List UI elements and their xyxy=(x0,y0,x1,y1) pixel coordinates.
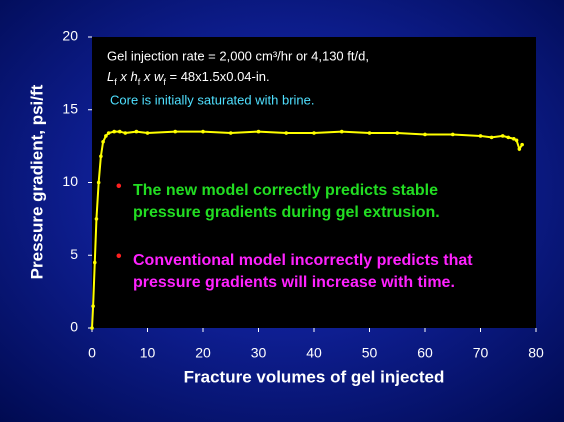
data-point xyxy=(256,129,261,134)
data-point xyxy=(104,134,108,138)
data-point xyxy=(395,131,400,135)
data-point xyxy=(450,132,455,137)
data-point xyxy=(117,129,122,134)
dimension-part: f xyxy=(138,77,141,87)
annotation-rate: Gel injection rate = 2,000 cm³/hr or 4,1… xyxy=(107,48,369,63)
dimension-part: x w xyxy=(140,69,165,84)
x-tick-label: 70 xyxy=(473,345,489,361)
dimension-part: f xyxy=(114,77,117,87)
x-tick-label: 80 xyxy=(528,345,544,361)
data-point xyxy=(91,304,95,308)
x-tick-label: 10 xyxy=(140,345,156,361)
data-point xyxy=(284,131,289,135)
x-tick-label: 60 xyxy=(417,345,433,361)
annotation-dimensions: Lf x hf x wf = 48x1.5x0.04-in. xyxy=(107,69,270,87)
x-axis-title: Fracture volumes of gel injected xyxy=(184,367,445,386)
y-tick-label: 20 xyxy=(62,28,78,44)
data-point xyxy=(423,132,427,137)
data-point xyxy=(339,129,344,134)
y-tick-label: 15 xyxy=(62,100,78,116)
data-point xyxy=(506,135,511,140)
bullet: • xyxy=(116,248,122,265)
data-point xyxy=(123,131,128,135)
data-point xyxy=(134,129,139,134)
annotation-new-model: The new model correctly predicts stable xyxy=(133,182,438,199)
data-point xyxy=(96,180,101,185)
data-point xyxy=(90,326,94,330)
bullet: • xyxy=(116,178,122,195)
data-point xyxy=(201,129,205,134)
data-point xyxy=(312,131,316,135)
x-tick-label: 40 xyxy=(306,345,322,361)
data-point xyxy=(489,135,494,140)
annotation-conventional-model: pressure gradients will increase with ti… xyxy=(133,274,455,291)
x-tick-label: 20 xyxy=(195,345,211,361)
plot-area xyxy=(92,37,536,328)
data-point xyxy=(145,131,150,135)
data-point xyxy=(367,131,372,135)
data-point xyxy=(512,137,516,141)
x-tick-label: 50 xyxy=(362,345,378,361)
y-tick-label: 0 xyxy=(70,319,78,335)
annotation-conventional-model: Conventional model incorrectly predicts … xyxy=(133,252,473,269)
data-point xyxy=(228,131,233,135)
dimension-part: L xyxy=(107,69,114,84)
data-point xyxy=(500,134,505,138)
data-point xyxy=(99,154,103,159)
data-point xyxy=(478,134,483,138)
data-point xyxy=(112,129,116,134)
dimension-part: x h xyxy=(117,69,138,84)
x-tick-label: 30 xyxy=(251,345,267,361)
y-tick-label: 5 xyxy=(70,246,78,262)
dimension-part: f xyxy=(163,77,166,87)
data-point xyxy=(514,138,519,143)
annotation-core: Core is initially saturated with brine. xyxy=(110,92,314,107)
y-axis-title: Pressure gradient, psi/ft xyxy=(27,84,46,279)
data-point xyxy=(173,129,178,134)
data-point xyxy=(92,260,97,265)
annotation-new-model: pressure gradients during gel extrusion. xyxy=(133,204,440,221)
data-point xyxy=(106,131,111,135)
dimension-part: = 48x1.5x0.04-in. xyxy=(166,69,270,84)
y-tick-label: 10 xyxy=(62,173,78,189)
x-tick-label: 0 xyxy=(88,345,96,361)
data-point xyxy=(101,139,105,144)
data-point xyxy=(520,142,524,147)
data-point xyxy=(94,217,99,221)
data-point xyxy=(517,147,522,151)
